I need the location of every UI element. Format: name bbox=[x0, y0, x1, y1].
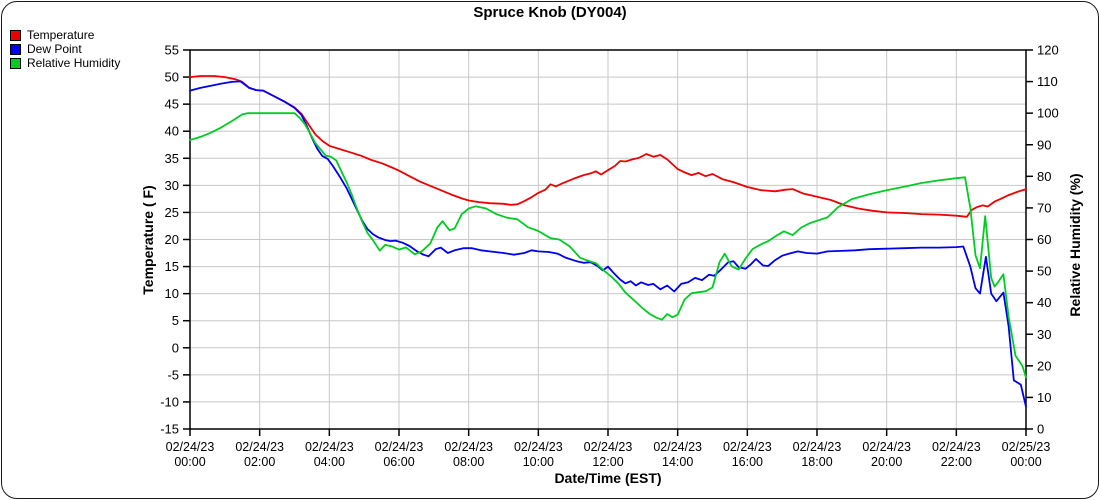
y-left-tick-label: 10 bbox=[165, 286, 179, 301]
x-tick-label-time: 16:00 bbox=[732, 455, 763, 469]
legend-swatch-dew-point-icon bbox=[10, 43, 21, 55]
y-left-tick-label: 50 bbox=[165, 70, 179, 85]
y-right-tick-label: 0 bbox=[1037, 422, 1044, 437]
y-right-tick-label: 120 bbox=[1037, 43, 1059, 58]
x-tick-label-time: 12:00 bbox=[592, 455, 623, 469]
y-left-tick-label: -15 bbox=[160, 422, 179, 437]
x-tick-label-date: 02/24/23 bbox=[862, 440, 911, 454]
x-tick-label-date: 02/24/23 bbox=[235, 440, 284, 454]
x-tick-label-date: 02/24/23 bbox=[584, 440, 633, 454]
y-left-tick-label: 15 bbox=[165, 259, 179, 274]
y-left-tick-label: 40 bbox=[165, 124, 179, 139]
legend-label-relative-humidity: Relative Humidity bbox=[27, 56, 121, 70]
y-left-tick-label: 30 bbox=[165, 178, 179, 193]
y-right-tick-label: 20 bbox=[1037, 358, 1051, 373]
y-left-tick-label: -5 bbox=[167, 367, 179, 382]
x-tick-label-date: 02/24/23 bbox=[793, 440, 842, 454]
legend-label-temperature: Temperature bbox=[27, 28, 95, 42]
x-tick-label-time: 10:00 bbox=[523, 455, 554, 469]
x-tick-label-date: 02/24/23 bbox=[514, 440, 563, 454]
x-tick-label-date: 02/24/23 bbox=[723, 440, 772, 454]
y-left-tick-label: 0 bbox=[172, 340, 179, 355]
x-tick-label-date: 02/24/23 bbox=[932, 440, 981, 454]
x-tick-label-date: 02/25/23 bbox=[1002, 440, 1051, 454]
y-left-tick-label: 55 bbox=[165, 43, 179, 58]
y-right-tick-label: 10 bbox=[1037, 390, 1051, 405]
x-tick-label-date: 02/24/23 bbox=[375, 440, 424, 454]
x-tick-label-time: 06:00 bbox=[383, 455, 414, 469]
x-axis-title-wrap: Date/Time (EST) bbox=[0, 470, 1100, 486]
legend-item-temperature: Temperature bbox=[10, 28, 120, 42]
x-tick-label-date: 02/24/23 bbox=[653, 440, 702, 454]
y-left-tick-label: 5 bbox=[172, 313, 179, 328]
y-left-tick-label: 35 bbox=[165, 151, 179, 166]
x-tick-label-date: 02/24/23 bbox=[166, 440, 215, 454]
legend-swatch-temperature-icon bbox=[10, 29, 21, 41]
legend-item-dew-point: Dew Point bbox=[10, 42, 120, 56]
relative-humidity-line bbox=[189, 112, 1027, 379]
x-tick-label-time: 14:00 bbox=[662, 455, 693, 469]
y-left-tick-label: -10 bbox=[160, 394, 179, 409]
legend-item-relative-humidity: Relative Humidity bbox=[10, 56, 120, 70]
x-tick-label-time: 18:00 bbox=[801, 455, 832, 469]
y-right-tick-label: 60 bbox=[1037, 232, 1051, 247]
x-tick-label-time: 08:00 bbox=[453, 455, 484, 469]
y-right-tick-label: 50 bbox=[1037, 264, 1051, 279]
x-tick-label-time: 22:00 bbox=[941, 455, 972, 469]
legend: Temperature Dew Point Relative Humidity bbox=[10, 28, 120, 70]
y-right-tick-label: 40 bbox=[1037, 295, 1051, 310]
y-right-tick-label: 70 bbox=[1037, 200, 1051, 215]
y-left-tick-label: 45 bbox=[165, 97, 179, 112]
y-right-tick-label: 110 bbox=[1037, 74, 1058, 89]
y-left-tick-label: 25 bbox=[165, 205, 179, 220]
x-tick-label-date: 02/24/23 bbox=[305, 440, 354, 454]
x-tick-label-time: 00:00 bbox=[1010, 455, 1041, 469]
y-right-tick-label: 30 bbox=[1037, 327, 1051, 342]
x-axis-title: Date/Time (EST) bbox=[554, 470, 662, 486]
y-right-tick-label: 80 bbox=[1037, 169, 1051, 184]
x-tick-label-time: 02:00 bbox=[244, 455, 275, 469]
temperature-line bbox=[189, 75, 1027, 218]
legend-swatch-relative-humidity-icon bbox=[10, 57, 21, 69]
y-right-tick-label: 100 bbox=[1037, 106, 1059, 121]
x-tick-label-time: 00:00 bbox=[174, 455, 205, 469]
legend-label-dew-point: Dew Point bbox=[27, 42, 82, 56]
x-tick-label-time: 20:00 bbox=[871, 455, 902, 469]
x-tick-label-time: 04:00 bbox=[314, 455, 345, 469]
chart-title: Spruce Knob (DY004) bbox=[473, 4, 627, 21]
x-tick-label-date: 02/24/23 bbox=[444, 440, 493, 454]
y-left-tick-label: 20 bbox=[165, 232, 179, 247]
y-right-tick-label: 90 bbox=[1037, 137, 1051, 152]
